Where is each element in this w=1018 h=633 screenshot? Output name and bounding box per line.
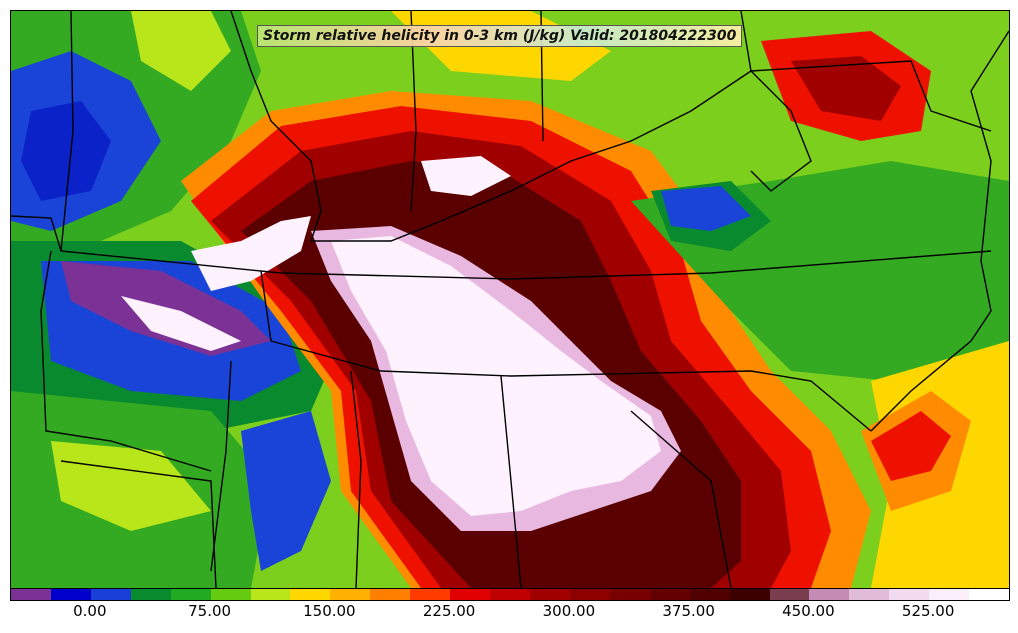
colorbar-segment <box>809 589 850 600</box>
colorbar-segment <box>11 589 51 600</box>
colorbar-segment <box>450 589 491 600</box>
colorbar-segment <box>529 589 570 600</box>
colorbar-segment <box>729 589 770 600</box>
colorbar-tick-label: 75.00 <box>188 602 232 620</box>
colorbar-tick-label: 450.00 <box>782 602 835 620</box>
colorbar-segment <box>50 589 91 600</box>
field-east-blue <box>661 186 751 231</box>
field-plains-white <box>121 296 241 351</box>
colorbar-tick-label: 525.00 <box>901 602 955 620</box>
state-line-wv-va <box>750 70 812 192</box>
field-max-white-west <box>191 216 311 291</box>
state-line-il-in <box>410 11 417 212</box>
colorbar-segment <box>649 589 690 600</box>
field-southwest-yellow <box>51 441 211 531</box>
colorbar-segment <box>929 589 970 600</box>
map-title: Storm relative helicity in 0-3 km (J/kg)… <box>257 25 743 47</box>
state-line-ga-fl <box>630 410 732 588</box>
state-line-ar-la <box>210 360 232 572</box>
state-line-ms-river <box>350 370 362 588</box>
state-line-mo-il <box>230 11 322 242</box>
state-line-ok-tx <box>40 250 212 472</box>
colorbar-segment <box>609 589 650 600</box>
helicity-map <box>11 11 1009 588</box>
state-line-coast <box>870 30 1009 432</box>
field-northeast-darkred <box>791 56 901 121</box>
state-line-ms-al <box>500 375 522 588</box>
colorbar-tick-label: 375.00 <box>662 602 715 620</box>
colorbar-segment <box>689 589 730 600</box>
field-southwest-blue <box>241 411 331 571</box>
field-top-left-yellow <box>131 11 231 91</box>
colorbar-tick-labels: 0.00 75.00 150.00 225.00 300.00 375.00 450.00 5… <box>10 602 1008 626</box>
colorbar-segment <box>170 589 211 600</box>
colorbar-tick-label: 0.00 <box>73 602 107 620</box>
colorbar-segment <box>569 589 610 600</box>
field-coast-red <box>871 411 951 481</box>
colorbar-segment <box>210 589 251 600</box>
colorbar-tick-label: 150.00 <box>303 602 356 620</box>
colorbar-tick-label: 225.00 <box>422 602 476 620</box>
colorbar-segment <box>250 589 291 600</box>
colorbar-segment <box>410 589 451 600</box>
field-max-white-north <box>421 156 511 196</box>
colorbar-tick-label: 300.00 <box>542 602 596 620</box>
state-line-west-edge <box>60 11 74 252</box>
state-line-mo-ar <box>260 270 872 432</box>
colorbar-segment <box>290 589 331 600</box>
state-line-ohio-river <box>311 70 752 242</box>
state-line-ks-ok <box>11 215 992 280</box>
colorbar-segment <box>330 589 371 600</box>
colorbar-segment <box>969 589 1010 600</box>
colorbar-segment <box>849 589 890 600</box>
colorbar-segment <box>130 589 171 600</box>
state-line-va-md <box>740 11 992 132</box>
colorbar-segment <box>769 589 810 600</box>
colorbar-segment <box>370 589 411 600</box>
field-west-darkblue <box>21 101 111 201</box>
state-borders <box>11 11 1009 588</box>
colorbar-segment <box>889 589 930 600</box>
colorbar <box>10 588 1010 601</box>
state-line-south <box>60 460 217 588</box>
colorbar-segment <box>90 589 131 600</box>
map-panel: Storm relative helicity in 0-3 km (J/kg)… <box>10 10 1010 589</box>
colorbar-segment <box>490 589 530 600</box>
